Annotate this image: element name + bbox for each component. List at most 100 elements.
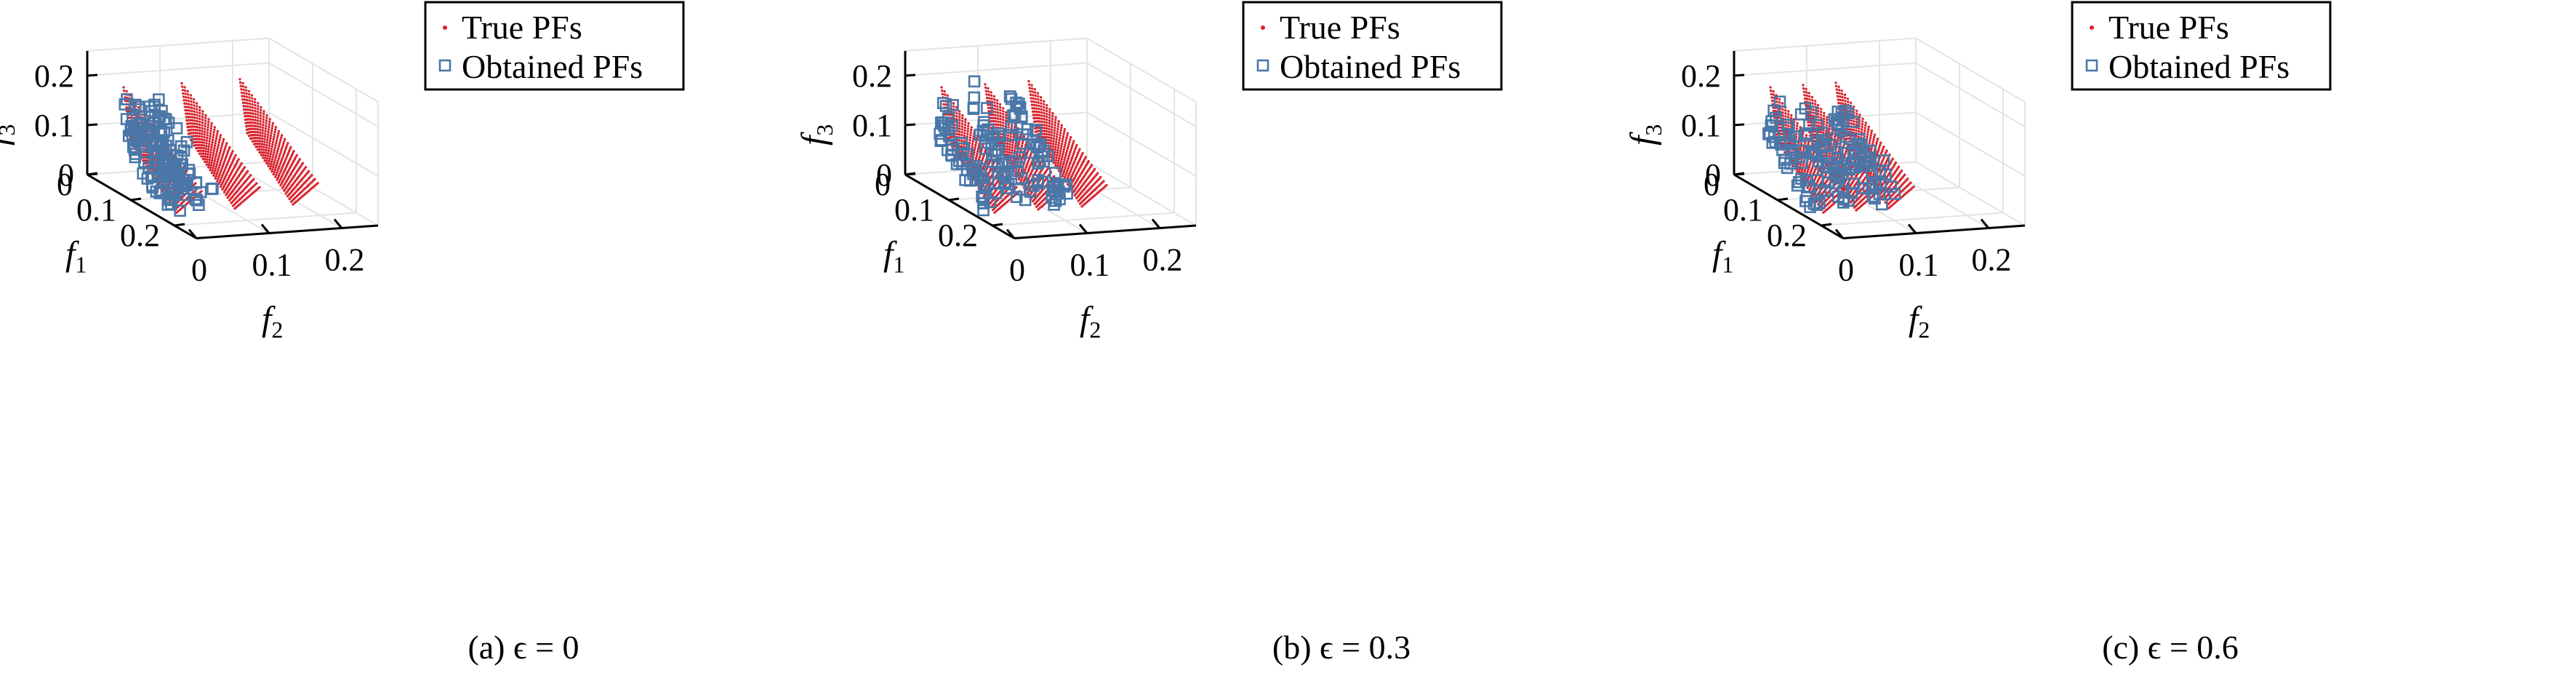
f2-tick-label: 0.1 [1899, 247, 1939, 283]
true-pf-point [1807, 107, 1810, 111]
true-pf-point [946, 94, 949, 97]
true-pf-point [234, 180, 237, 183]
true-pf-point [1820, 108, 1823, 111]
true-pf-point [191, 125, 195, 128]
true-pf-point [942, 103, 945, 105]
true-pf-point [278, 172, 281, 175]
true-pf-point [1075, 164, 1079, 167]
true-pf-point [188, 125, 190, 128]
true-pf-point [287, 150, 291, 153]
true-pf-point [1772, 89, 1775, 93]
obtained-pf-point [190, 177, 202, 189]
true-pf-point [241, 81, 244, 85]
true-pf-point [974, 143, 977, 147]
true-pf-point [137, 105, 140, 109]
true-pf-point [987, 106, 990, 109]
true-pf-point [185, 95, 188, 99]
true-pf-point [1043, 132, 1046, 135]
true-pf-point [225, 164, 228, 167]
true-pf-point [1048, 108, 1051, 111]
true-pf-point [214, 177, 217, 180]
true-pf-point [1063, 130, 1066, 133]
true-pf-point [1063, 159, 1066, 162]
true-pf-point [1855, 123, 1858, 127]
true-pf-point [225, 171, 229, 175]
true-pf-point [221, 174, 224, 178]
true-pf-point [1045, 121, 1048, 124]
obtained-pf-point [1863, 156, 1877, 169]
true-pf-point [1839, 102, 1842, 105]
true-pf-point [262, 148, 265, 151]
obtained-pf-point [1799, 102, 1812, 115]
true-pf-point [1855, 175, 1858, 178]
true-pf-point [229, 180, 233, 183]
true-pf-point [282, 142, 285, 146]
true-pf-point [293, 167, 296, 170]
true-pf-point [219, 178, 222, 181]
true-pf-point [290, 163, 293, 166]
true-pf-point [221, 143, 224, 146]
true-pf-point [233, 165, 236, 168]
true-pf-point [1805, 134, 1808, 137]
true-pf-point [254, 133, 257, 137]
true-pf-point [998, 103, 1002, 106]
true-pf-point [186, 112, 189, 115]
true-pf-point [1784, 115, 1787, 118]
true-pf-point [251, 100, 254, 103]
true-pf-point [1077, 169, 1080, 172]
f1-axis-label: f1 [1712, 235, 1733, 278]
obtained-pf-point [147, 117, 160, 130]
true-pf-point [1075, 186, 1078, 189]
true-pf-point [211, 138, 214, 141]
true-pf-point [1050, 139, 1053, 142]
true-pf-point [295, 163, 298, 166]
true-pf-point [267, 130, 270, 134]
true-pf-point [1083, 158, 1086, 161]
true-pf-point [1055, 156, 1059, 159]
true-pf-point [254, 100, 257, 104]
true-pf-point [1056, 130, 1059, 133]
true-pf-point [245, 92, 248, 95]
true-pf-point [1064, 154, 1067, 157]
true-pf-point [211, 159, 214, 162]
obtained-pf-point [959, 174, 971, 186]
true-pf-point [1078, 159, 1080, 163]
true-pf-point [180, 81, 183, 85]
true-pf-point [184, 108, 187, 112]
true-pf-point [209, 127, 212, 130]
true-pf-point [1807, 114, 1810, 117]
obtained-pf-point [1857, 159, 1869, 172]
obtained-pf-point [1843, 163, 1856, 176]
true-pf-point [1078, 167, 1081, 170]
true-pf-point [1778, 101, 1781, 104]
true-pf-point [1806, 186, 1809, 189]
true-pf-point [993, 101, 996, 104]
true-pf-point [969, 131, 973, 134]
true-pf-point [228, 165, 232, 169]
true-pf-point [286, 142, 289, 145]
legend-obtained-marker [1256, 59, 1269, 72]
true-pf-point [226, 185, 229, 188]
true-pf-point [1033, 107, 1036, 110]
true-pf-point [264, 130, 267, 132]
f2-axis-label: f2 [1909, 300, 1930, 343]
true-pf-point [284, 160, 286, 163]
true-pf-point [1834, 81, 1837, 84]
true-pf-point [223, 178, 226, 180]
true-pf-point [217, 146, 220, 148]
true-pf-point [1062, 170, 1066, 173]
true-pf-point [227, 177, 230, 180]
true-pf-point [191, 122, 194, 125]
true-pf-point [223, 148, 226, 151]
true-pf-point [1040, 108, 1043, 111]
true-pf-point [1837, 85, 1840, 89]
f3-tick [1733, 123, 1745, 127]
true-pf-point [1027, 169, 1030, 172]
true-pf-point [987, 172, 990, 175]
true-pf-point [1881, 189, 1884, 192]
true-pf-point [1061, 165, 1064, 168]
true-pf-point [960, 128, 963, 131]
true-pf-point [960, 122, 964, 125]
obtained-pf-point [979, 143, 992, 155]
true-pf-point [1807, 92, 1810, 95]
